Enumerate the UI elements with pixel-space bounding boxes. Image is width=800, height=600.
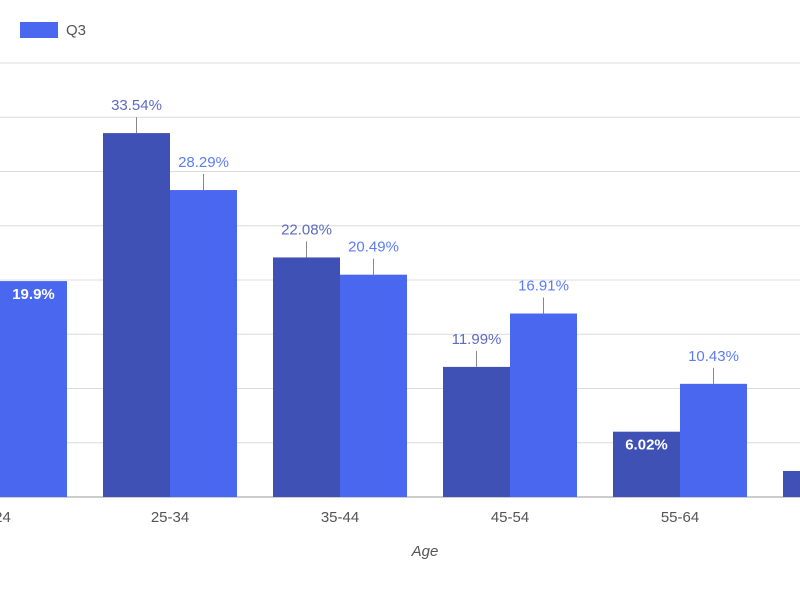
legend-label: Q3	[66, 22, 86, 39]
x-tick-label: 35-44	[321, 509, 359, 526]
value-label: 20.49%	[348, 239, 399, 256]
x-axis-title: Age	[411, 543, 439, 560]
bar	[680, 383, 747, 497]
bar	[510, 313, 577, 497]
x-tick-label: 25-34	[151, 509, 189, 526]
value-label: 11.99%	[452, 331, 502, 348]
bar	[273, 257, 340, 497]
value-label: 6.02%	[625, 437, 668, 454]
value-label: 33.54%	[111, 97, 162, 114]
bar	[340, 274, 407, 497]
x-tick-label: 55-64	[661, 509, 699, 526]
bar	[613, 431, 680, 497]
legend-swatch	[20, 22, 58, 38]
value-label: 19.9%	[12, 286, 55, 303]
bar	[443, 366, 510, 497]
bar	[783, 470, 800, 497]
value-label: 10.43%	[688, 348, 739, 365]
value-label: 16.91%	[518, 277, 569, 294]
x-tick-label: -24	[0, 509, 11, 526]
value-label: 22.08%	[281, 221, 332, 238]
value-label: 28.29%	[178, 154, 229, 171]
bar	[170, 190, 237, 497]
x-tick-label: 45-54	[491, 509, 529, 526]
bar	[103, 133, 170, 497]
bar	[0, 281, 67, 497]
